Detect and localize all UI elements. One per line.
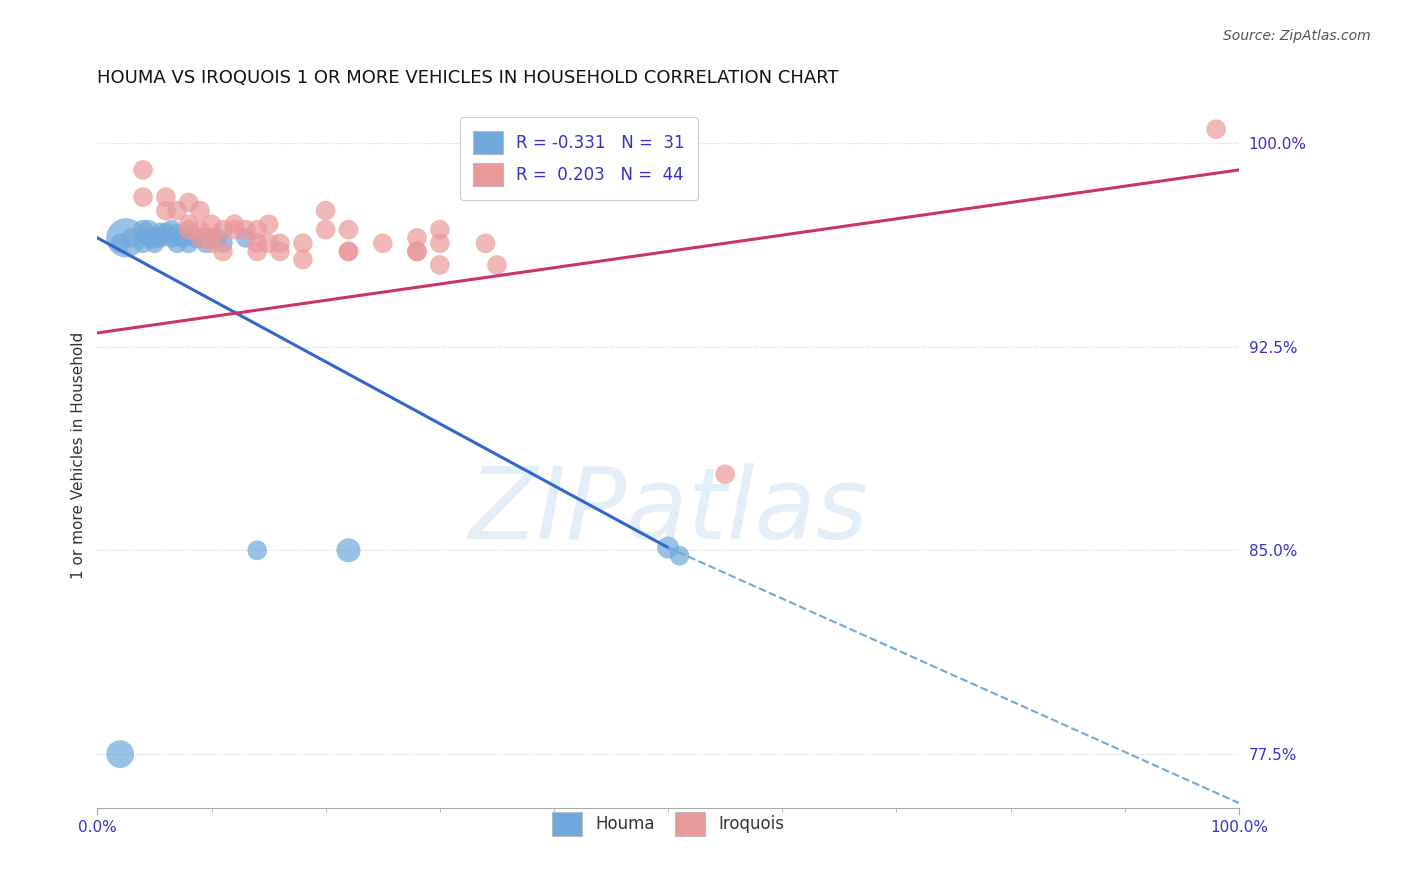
Point — [246, 222, 269, 236]
Point — [485, 258, 508, 272]
Point — [177, 222, 200, 236]
Point — [406, 231, 429, 245]
Point — [177, 228, 200, 243]
Point — [291, 252, 314, 267]
Point — [200, 231, 222, 245]
Point — [429, 258, 451, 272]
Text: Source: ZipAtlas.com: Source: ZipAtlas.com — [1223, 29, 1371, 44]
Point — [200, 217, 222, 231]
Point — [246, 236, 269, 251]
Legend: Houma, Iroquois: Houma, Iroquois — [546, 805, 792, 843]
Point — [183, 231, 205, 245]
Point — [269, 244, 291, 259]
Point — [235, 222, 257, 236]
Point — [188, 231, 211, 245]
Point — [132, 222, 155, 236]
Point — [177, 236, 200, 251]
Point — [224, 222, 246, 236]
Point — [205, 231, 228, 245]
Point — [257, 217, 280, 231]
Point — [315, 222, 337, 236]
Text: HOUMA VS IROQUOIS 1 OR MORE VEHICLES IN HOUSEHOLD CORRELATION CHART: HOUMA VS IROQUOIS 1 OR MORE VEHICLES IN … — [97, 69, 839, 87]
Point — [235, 231, 257, 245]
Point — [166, 203, 188, 218]
Point — [155, 190, 177, 204]
Point — [172, 231, 194, 245]
Point — [246, 543, 269, 558]
Point — [108, 747, 131, 761]
Point — [315, 203, 337, 218]
Point — [337, 543, 360, 558]
Point — [291, 236, 314, 251]
Point — [474, 236, 496, 251]
Point — [714, 467, 737, 482]
Point — [155, 203, 177, 218]
Point — [149, 226, 172, 240]
Point — [406, 244, 429, 259]
Point — [200, 236, 222, 251]
Point — [194, 236, 217, 251]
Y-axis label: 1 or more Vehicles in Household: 1 or more Vehicles in Household — [72, 332, 86, 579]
Point — [269, 236, 291, 251]
Point — [212, 222, 235, 236]
Point — [337, 244, 360, 259]
Point — [143, 231, 166, 245]
Point — [121, 231, 143, 245]
Point — [177, 217, 200, 231]
Point — [188, 222, 211, 236]
Point — [108, 236, 131, 251]
Point — [188, 203, 211, 218]
Point — [200, 231, 222, 245]
Point — [138, 222, 160, 236]
Point — [132, 190, 155, 204]
Point — [668, 549, 690, 563]
Point — [406, 244, 429, 259]
Point — [212, 236, 235, 251]
Point — [177, 195, 200, 210]
Point — [115, 231, 138, 245]
Point — [429, 236, 451, 251]
Point — [371, 236, 394, 251]
Point — [160, 222, 183, 236]
Point — [224, 217, 246, 231]
Point — [337, 244, 360, 259]
Point — [657, 541, 679, 555]
Point — [155, 226, 177, 240]
Point — [149, 231, 172, 245]
Point — [132, 162, 155, 177]
Point — [257, 236, 280, 251]
Text: ZIPatlas: ZIPatlas — [468, 463, 868, 560]
Point — [337, 222, 360, 236]
Point — [1205, 122, 1227, 136]
Point — [138, 231, 160, 245]
Point — [188, 231, 211, 245]
Point — [429, 222, 451, 236]
Point — [132, 236, 155, 251]
Point — [166, 228, 188, 243]
Point — [212, 244, 235, 259]
Point — [166, 236, 188, 251]
Point — [246, 244, 269, 259]
Point — [160, 231, 183, 245]
Point — [143, 236, 166, 251]
